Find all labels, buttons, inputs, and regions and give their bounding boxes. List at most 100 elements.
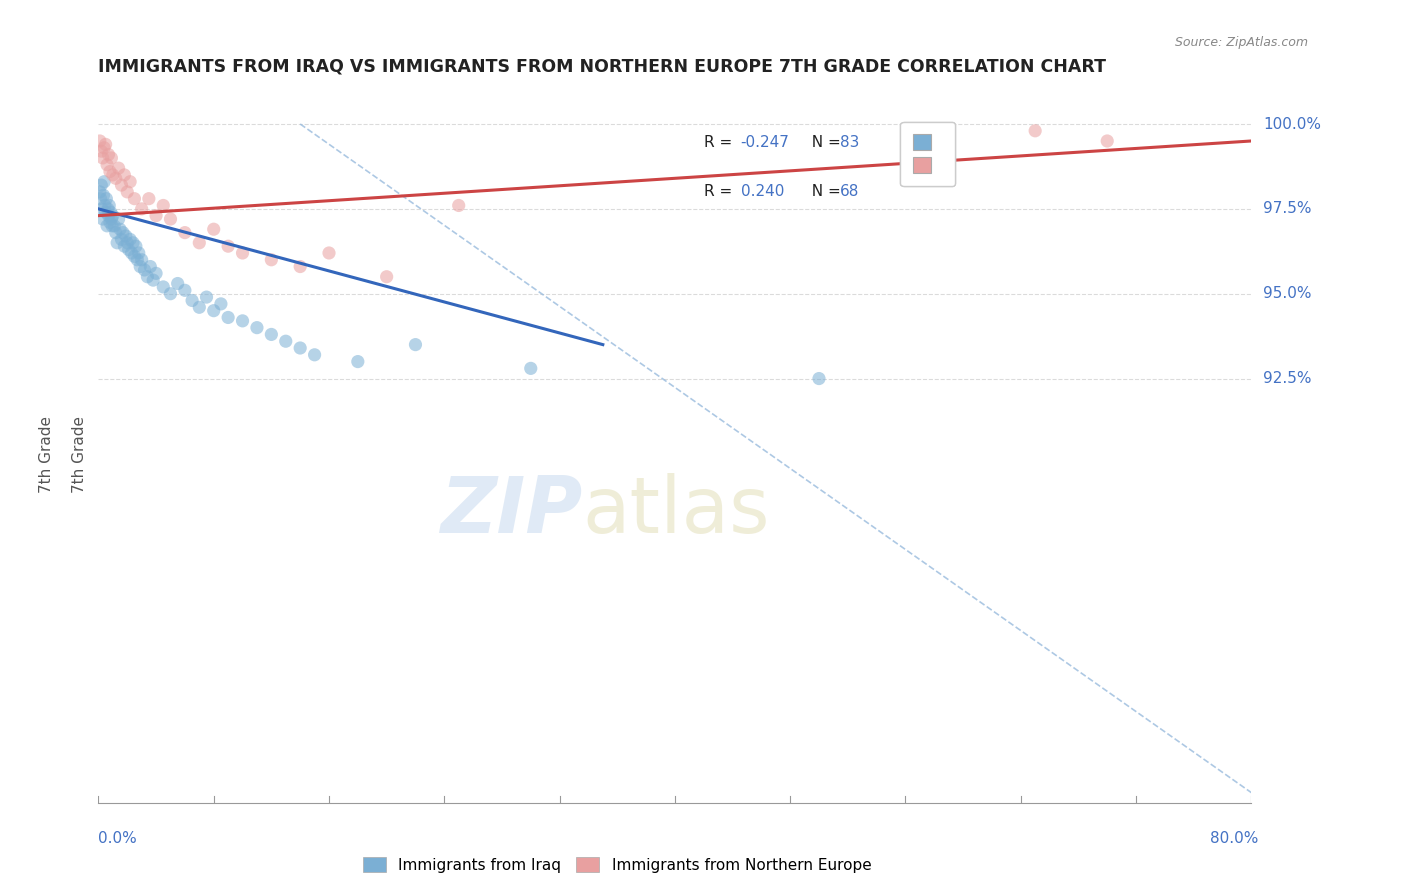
Point <box>290 260 312 274</box>
Point <box>447 198 470 212</box>
Point <box>93 175 115 189</box>
Legend: , : , <box>900 121 956 186</box>
Point <box>128 246 150 260</box>
Point <box>346 354 368 368</box>
Point <box>98 164 121 178</box>
Point <box>121 246 143 260</box>
Text: R =: R = <box>704 135 737 150</box>
Point <box>131 252 153 267</box>
Point <box>101 209 124 223</box>
Point <box>97 147 120 161</box>
Point <box>166 277 188 291</box>
Text: R =: R = <box>704 184 737 199</box>
Text: 97.5%: 97.5% <box>1263 202 1312 217</box>
Point <box>105 235 128 250</box>
Point <box>97 202 120 216</box>
Point <box>174 226 197 240</box>
Point <box>136 269 159 284</box>
Point <box>103 219 125 233</box>
Point <box>112 168 135 182</box>
Text: 95.0%: 95.0% <box>1263 286 1312 301</box>
Text: IMMIGRANTS FROM IRAQ VS IMMIGRANTS FROM NORTHERN EUROPE 7TH GRADE CORRELATION CH: IMMIGRANTS FROM IRAQ VS IMMIGRANTS FROM … <box>98 58 1107 76</box>
Point <box>114 229 136 244</box>
Point <box>202 303 225 318</box>
Point <box>188 300 211 314</box>
Point <box>89 134 111 148</box>
Point <box>318 246 340 260</box>
Point <box>104 226 127 240</box>
Text: 7th Grade: 7th Grade <box>39 417 53 493</box>
Point <box>138 192 160 206</box>
Point <box>104 171 127 186</box>
Point <box>90 192 112 206</box>
Point <box>100 151 122 165</box>
Point <box>96 158 118 172</box>
Point <box>118 243 141 257</box>
Point <box>145 209 167 223</box>
Y-axis label: 7th Grade: 7th Grade <box>72 417 87 493</box>
Point <box>209 297 232 311</box>
Text: 68: 68 <box>839 184 859 199</box>
Point <box>807 371 830 385</box>
Point <box>145 266 167 280</box>
Point <box>89 185 111 199</box>
Point <box>131 202 153 216</box>
Text: 92.5%: 92.5% <box>1263 371 1312 386</box>
Point <box>91 151 114 165</box>
Point <box>91 212 114 227</box>
Point <box>117 185 138 199</box>
Point <box>93 188 115 202</box>
Point <box>97 209 120 223</box>
Point <box>124 249 146 263</box>
Point <box>260 252 283 267</box>
Point <box>188 235 211 250</box>
Point <box>101 168 124 182</box>
Point <box>127 252 149 267</box>
Text: atlas: atlas <box>582 473 770 549</box>
Point <box>290 341 312 355</box>
Point <box>90 178 112 193</box>
Point <box>195 290 218 304</box>
Point <box>231 246 254 260</box>
Point <box>1097 134 1119 148</box>
Point <box>101 219 124 233</box>
Point <box>217 310 239 325</box>
Text: 100.0%: 100.0% <box>1263 117 1320 131</box>
Point <box>111 226 134 240</box>
Point <box>110 178 132 193</box>
Point <box>120 232 142 246</box>
Text: Source: ZipAtlas.com: Source: ZipAtlas.com <box>1174 36 1308 49</box>
Point <box>91 202 114 216</box>
Text: -0.247: -0.247 <box>741 135 790 150</box>
Point <box>124 192 146 206</box>
Point <box>405 337 427 351</box>
Point <box>217 239 239 253</box>
Point <box>274 334 297 349</box>
Point <box>107 161 129 175</box>
Point <box>90 144 112 158</box>
Text: 0.240: 0.240 <box>741 184 785 199</box>
Point <box>120 175 142 189</box>
Point <box>98 198 121 212</box>
Text: 0.0%: 0.0% <box>98 831 138 846</box>
Point <box>96 219 118 233</box>
Point <box>98 215 121 229</box>
Point <box>108 222 131 236</box>
Point <box>246 320 269 334</box>
Point <box>1024 124 1046 138</box>
Point <box>159 286 181 301</box>
Point <box>152 198 174 212</box>
Point <box>117 235 138 250</box>
Point <box>134 263 156 277</box>
Point <box>107 212 129 227</box>
Point <box>159 212 181 227</box>
Point <box>94 205 117 219</box>
Point <box>100 212 122 227</box>
Point <box>100 205 122 219</box>
Text: ZIP: ZIP <box>440 473 582 549</box>
Point <box>152 280 174 294</box>
Point <box>174 283 197 297</box>
Point <box>139 260 162 274</box>
Point <box>520 361 543 376</box>
Point <box>181 293 204 308</box>
